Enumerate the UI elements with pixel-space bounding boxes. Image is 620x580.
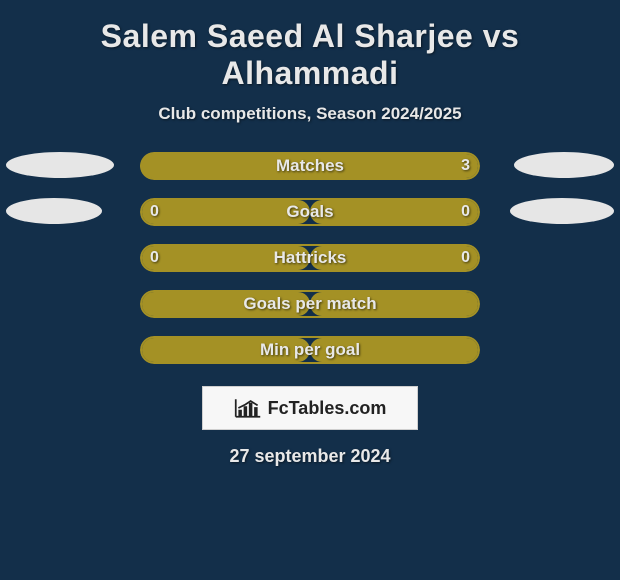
player-left-oval xyxy=(6,152,114,178)
stat-bar-fill-left xyxy=(142,292,310,316)
snapshot-date: 27 september 2024 xyxy=(0,430,620,467)
player-left-oval xyxy=(6,198,102,224)
bar-chart-icon xyxy=(234,397,262,419)
brand-logo: FcTables.com xyxy=(202,386,418,430)
stat-bar-track xyxy=(140,198,480,226)
stat-bar-fill-left xyxy=(142,200,310,224)
page-title: Salem Saeed Al Sharjee vs Alhammadi xyxy=(0,0,620,100)
page-subtitle: Club competitions, Season 2024/2025 xyxy=(0,100,620,142)
stat-bar-fill-left xyxy=(142,338,310,362)
stat-bar-track xyxy=(140,290,480,318)
stat-bar-track xyxy=(140,152,480,180)
stat-row: Hattricks00 xyxy=(0,234,620,280)
stat-bar-fill-right xyxy=(140,154,478,178)
stat-bar-track xyxy=(140,336,480,364)
stat-row: Min per goal xyxy=(0,326,620,372)
stat-bar-fill-left xyxy=(142,246,310,270)
stat-bar-fill-right xyxy=(310,338,478,362)
stat-bar-fill-right xyxy=(310,246,478,270)
stat-row: Goals00 xyxy=(0,188,620,234)
brand-logo-text: FcTables.com xyxy=(268,398,387,419)
player-right-oval xyxy=(514,152,614,178)
stat-row: Matches3 xyxy=(0,142,620,188)
stat-rows: Matches3Goals00Hattricks00Goals per matc… xyxy=(0,142,620,372)
stat-row: Goals per match xyxy=(0,280,620,326)
stat-bar-fill-right xyxy=(310,200,478,224)
player-right-oval xyxy=(510,198,614,224)
stat-bar-fill-right xyxy=(310,292,478,316)
stat-bar-track xyxy=(140,244,480,272)
comparison-infographic: Salem Saeed Al Sharjee vs Alhammadi Club… xyxy=(0,0,620,580)
